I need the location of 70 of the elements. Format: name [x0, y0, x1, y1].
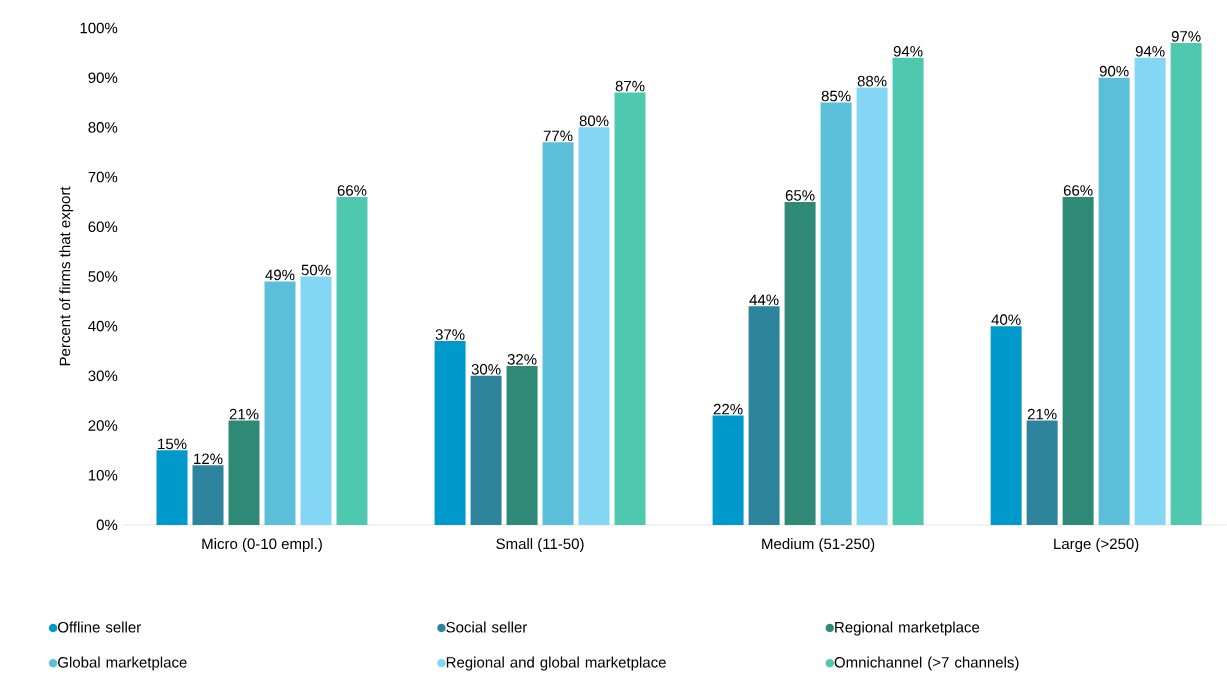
data-label: 80%: [579, 115, 609, 127]
bar: [192, 465, 224, 525]
y-tick-label: 100%: [80, 22, 118, 34]
bar: [1170, 42, 1202, 525]
bar: [264, 281, 296, 525]
legend-label: Offline seller: [58, 621, 141, 633]
bar: [542, 142, 574, 525]
bar: [434, 341, 466, 525]
legend-label: Regional marketplace: [835, 621, 980, 636]
data-label: 30%: [471, 364, 501, 375]
bar: [506, 365, 538, 525]
legend-label: Omnichannel (>7 channels): [834, 656, 1019, 671]
bar: [336, 197, 368, 525]
data-label: 85%: [821, 90, 851, 102]
data-label: 15%: [158, 438, 187, 450]
bar: [578, 127, 610, 525]
x-tick-label: Small (11-50): [496, 538, 584, 553]
data-label: 77%: [543, 130, 573, 142]
data-label: 65%: [785, 190, 815, 201]
data-label: 50%: [301, 264, 331, 276]
bar: [156, 450, 188, 525]
y-tick-label: 70%: [88, 171, 118, 183]
bar: [228, 420, 260, 525]
y-tick-label: 60%: [88, 221, 118, 233]
y-tick-label: 30%: [88, 370, 118, 382]
data-label: 87%: [615, 80, 645, 92]
y-tick-label: 0%: [96, 519, 118, 531]
y-tick-label: 40%: [88, 320, 118, 332]
bar: [712, 415, 744, 525]
bar: [614, 92, 646, 525]
bar: [856, 87, 888, 525]
data-label: 21%: [229, 408, 259, 420]
data-label: 37%: [435, 329, 465, 340]
bar: [1098, 77, 1130, 525]
x-tick-label: Large (>250): [1054, 538, 1139, 553]
data-label: 90%: [1099, 65, 1129, 77]
data-label: 44%: [749, 294, 779, 306]
bar: [990, 326, 1022, 525]
y-tick-label: 80%: [88, 122, 118, 133]
bar: [892, 57, 924, 525]
x-tick-label: Medium (51-250): [762, 538, 875, 553]
data-label: 49%: [265, 269, 295, 281]
y-tick-label: 20%: [88, 420, 118, 431]
data-label: 94%: [1135, 46, 1165, 57]
bar: [470, 375, 502, 525]
data-label: 22%: [713, 403, 743, 415]
y-tick-label: 90%: [88, 72, 118, 84]
y-tick-label: 50%: [88, 271, 118, 282]
data-label: 66%: [1063, 185, 1093, 196]
bar: [820, 102, 852, 525]
data-label: 97%: [1171, 31, 1201, 42]
bar: [1026, 420, 1058, 525]
legend-label: Social seller: [446, 621, 528, 633]
bar: [784, 201, 816, 525]
data-label: 21%: [1027, 408, 1057, 420]
y-axis-title: Percent of firms that export: [59, 186, 74, 366]
bar: [748, 306, 780, 525]
data-label: 88%: [857, 75, 887, 87]
data-label: 12%: [194, 453, 223, 465]
data-label: 66%: [337, 185, 367, 196]
bar: [300, 276, 332, 525]
data-label: 40%: [991, 314, 1021, 325]
data-label: 94%: [893, 46, 923, 57]
legend-label: Regional and global marketplace: [446, 656, 666, 671]
data-label: 32%: [507, 354, 537, 365]
bar: [1134, 57, 1166, 525]
legend-label: Global marketplace: [58, 656, 187, 671]
y-tick-label: 10%: [88, 469, 118, 481]
bar: [1062, 197, 1094, 525]
x-tick-label: Micro (0-10 empl.): [202, 538, 322, 553]
